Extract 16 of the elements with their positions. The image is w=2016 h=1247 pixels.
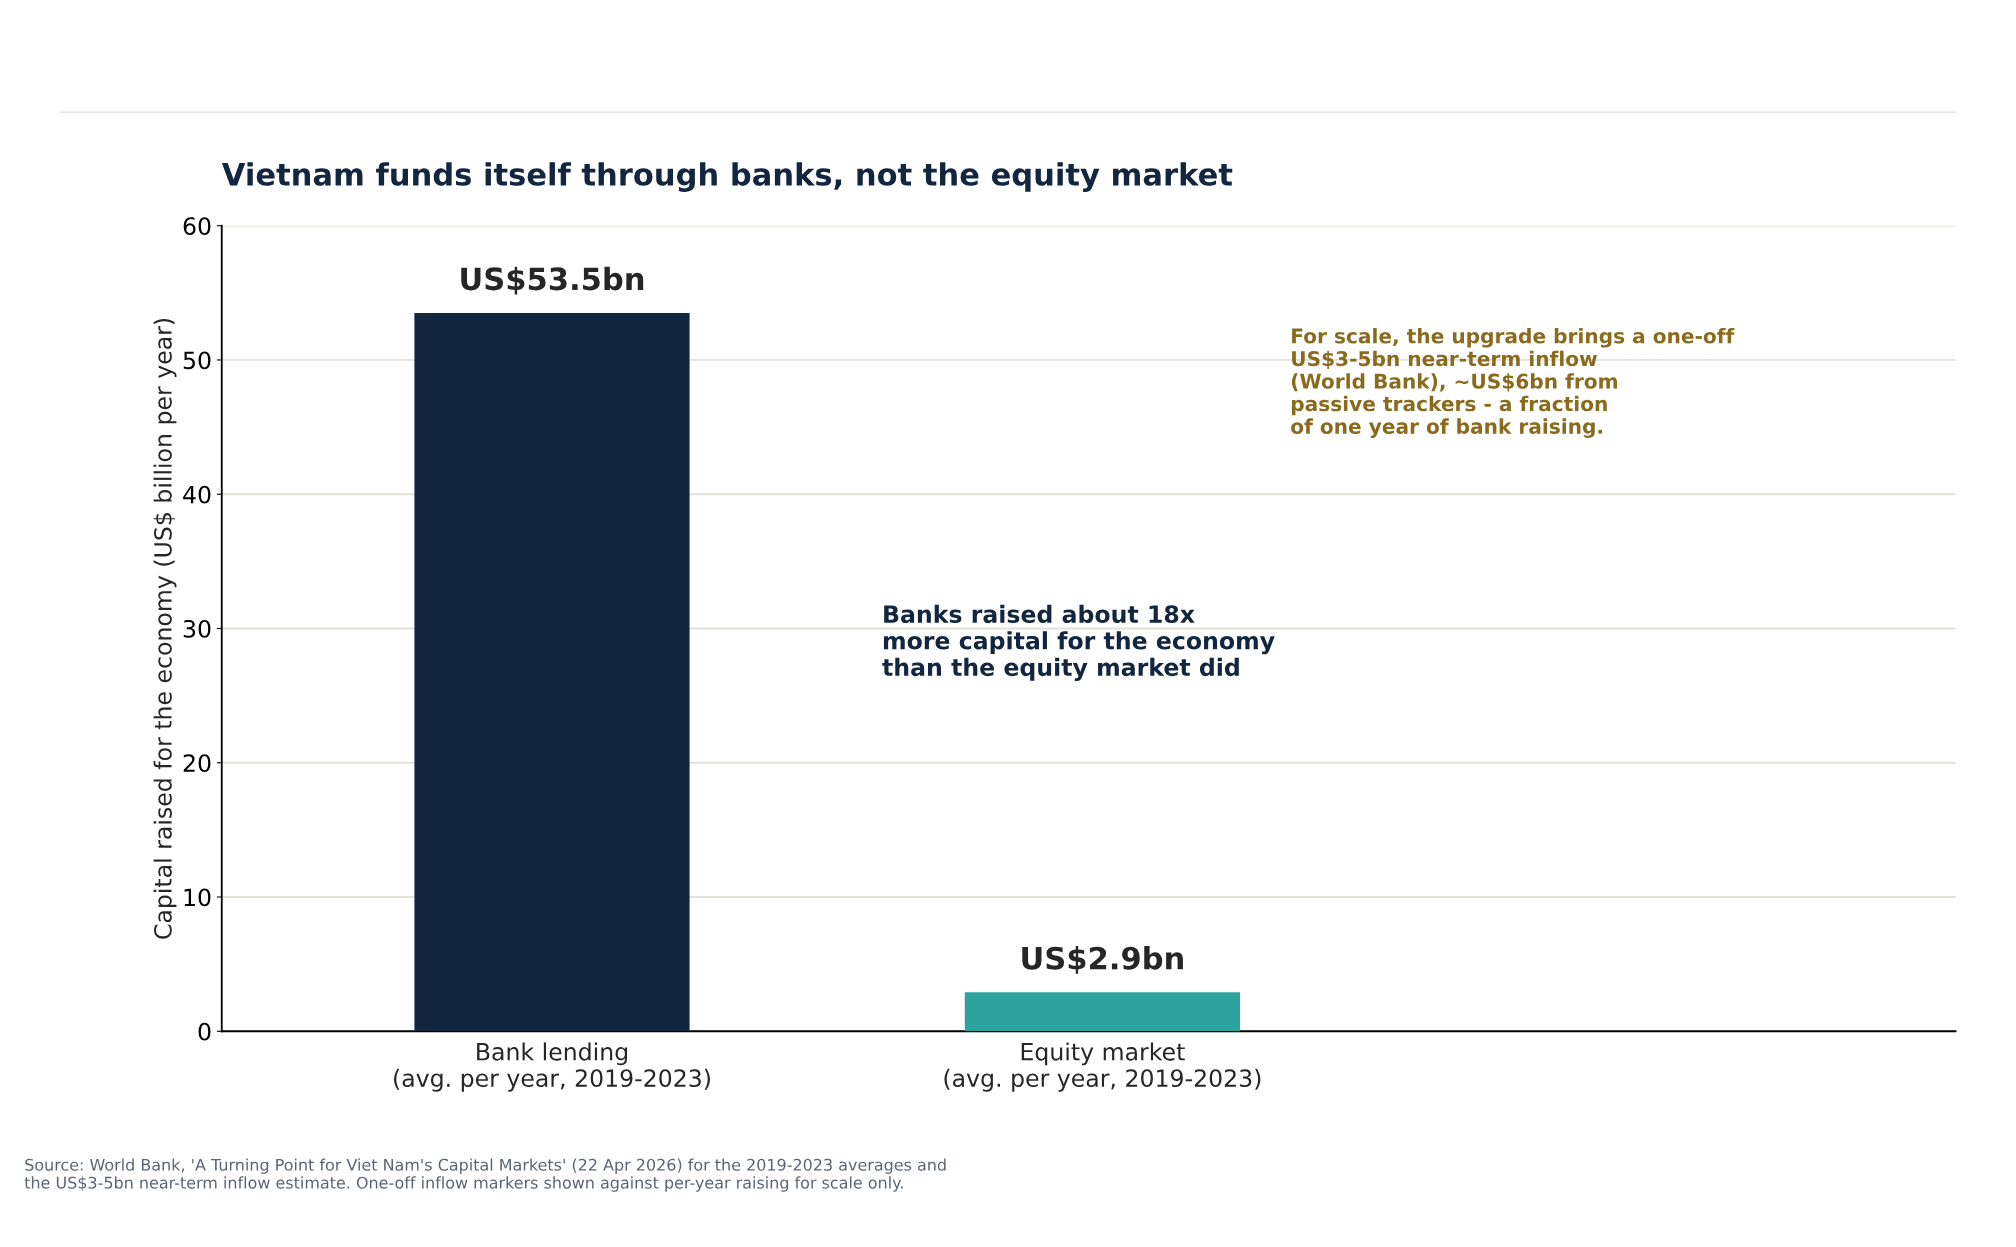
y-tick-label: 30: [183, 619, 211, 638]
data-label: US$53.5bn: [461, 266, 644, 295]
data-label: US$2.9bn: [1022, 946, 1183, 974]
x-tick-label: Equity market (avg. per year, 2019-2023): [944, 1042, 1261, 1092]
chart-title: Vietnam funds itself through banks, not the equity market: [221, 162, 1233, 192]
y-tick-label: 50: [183, 351, 211, 370]
y-tick-label: 10: [184, 888, 211, 907]
x-tick-label: Bank lending (avg. per year, 2019-2023): [394, 1042, 710, 1092]
y-tick-label: 0: [198, 1022, 211, 1041]
y-axis-title: Capital raised for the economy (US$ billion per year): [153, 318, 177, 939]
annotation: Banks raised about 18x more capital for the economy than the equity market did: [882, 604, 1275, 681]
y-tick-label: 40: [183, 485, 211, 504]
y-tick-label: 60: [183, 217, 211, 236]
y-tick-label: 20: [183, 754, 211, 773]
source-note: Source: World Bank, 'A Turning Point for Viet Nam's Capital Markets' (22 Apr 2026) for the 2019-2023 averages and the US$3-5bn near-term inflow estimate. One-off inflow markers shown against per-year raising for scale only.: [24, 1158, 946, 1192]
annotation: For scale, the upgrade brings a one-off US$3-5bn near-term inflow (World Bank), ~US$6bn from passive trackers - a fraction of one year of bank raising.: [1291, 327, 1735, 438]
